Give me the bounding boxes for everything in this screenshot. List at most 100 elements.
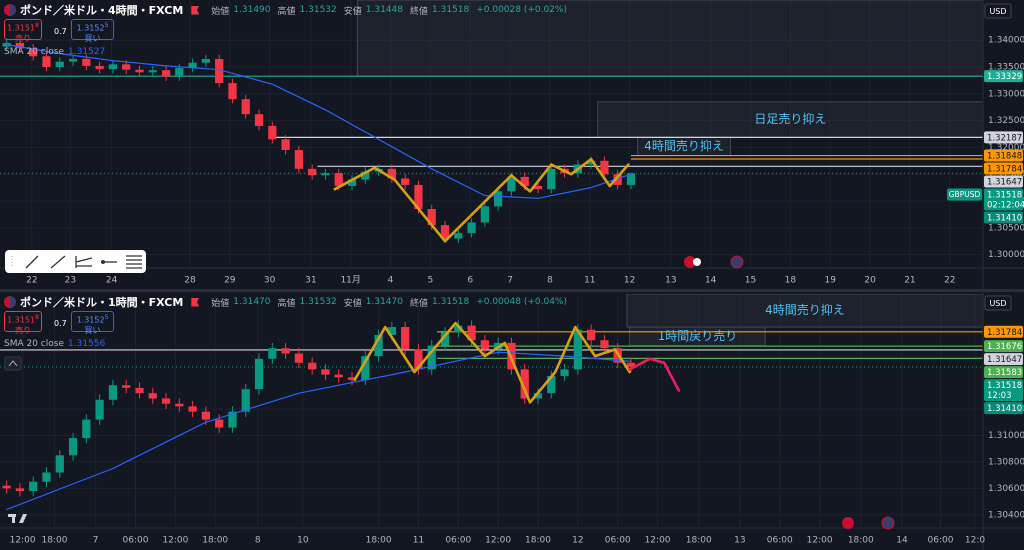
chart-header: ポンド／米ドル・1時間・FXCM 始値 1.31470 高値 1.31532 安値 1.31… xyxy=(0,292,900,372)
event-icon[interactable] xyxy=(684,256,696,268)
tool-icon[interactable] xyxy=(50,255,66,269)
y-tick-label: 1.30400 xyxy=(988,510,1024,520)
price-tag xyxy=(984,162,1023,175)
drawing-toolbar[interactable] xyxy=(5,250,146,273)
x-tick-label: 18:00 xyxy=(41,536,67,546)
legend-row: ポンド／米ドル・4時間・FXCM 始値 1.31490 高値 1.31532 安値 1.31… xyxy=(4,2,570,18)
candle-body xyxy=(560,369,569,376)
candle-body xyxy=(600,340,609,349)
candle-body xyxy=(68,58,78,62)
price-tag-label: 1.31410 xyxy=(987,404,1022,414)
price-tag-label: 1.31647 xyxy=(987,355,1022,365)
x-tick-label: 13 xyxy=(665,276,676,286)
alert-flag[interactable] xyxy=(191,5,200,15)
price-tag-label: 1.31647 xyxy=(987,178,1022,188)
line-series xyxy=(6,351,632,511)
buy-price: 1.31525 xyxy=(72,313,113,326)
price-tag xyxy=(984,149,1023,162)
event-icons[interactable] xyxy=(684,255,895,530)
line-series xyxy=(333,157,630,243)
candle-body xyxy=(254,358,264,390)
buy-label: 買い xyxy=(84,33,101,43)
tool-icon[interactable] xyxy=(101,260,105,264)
price-tag-label: 1.31583 xyxy=(987,368,1022,378)
x-tick-label: 11 xyxy=(584,276,595,286)
x-tick-label: 29 xyxy=(224,276,236,286)
zone xyxy=(626,294,983,328)
price-tag-label: 1.31784 xyxy=(987,165,1022,175)
collapse-button[interactable] xyxy=(4,356,22,371)
price-tag xyxy=(984,70,1023,83)
event-icon[interactable] xyxy=(693,258,701,266)
chart-header: ポンド／米ドル・4時間・FXCM 始値 1.31490 高値 1.31532 安値 1.31… xyxy=(0,0,900,80)
candle-body xyxy=(600,160,609,175)
x-tick-label: 06:00 xyxy=(123,536,149,546)
alert-flag[interactable] xyxy=(191,297,200,307)
candle-body xyxy=(108,64,118,70)
sell-button[interactable]: 1.31518 売り xyxy=(4,19,42,43)
x-tick-label: 12:00 xyxy=(807,536,833,546)
candle-body xyxy=(414,349,423,370)
tool-icon[interactable] xyxy=(75,256,93,268)
candle-body xyxy=(587,329,596,341)
candle-body xyxy=(55,61,64,67)
candle-body xyxy=(480,340,489,350)
price-tag xyxy=(984,340,1023,353)
event-icon[interactable] xyxy=(842,517,854,529)
tool-icon[interactable] xyxy=(126,255,142,269)
event-icon[interactable] xyxy=(730,255,744,269)
candle-body xyxy=(507,176,516,192)
candle-body xyxy=(520,369,529,399)
sell-label: 売り xyxy=(15,325,31,335)
y-tick-label: 1.34000 xyxy=(988,36,1024,46)
candle-body xyxy=(427,209,436,226)
x-tick-label: 11 xyxy=(413,536,424,546)
zone xyxy=(597,101,983,138)
candle-body xyxy=(520,176,529,186)
ohlc-label: 高値 xyxy=(277,298,296,309)
symbol-flag xyxy=(4,4,16,16)
candle-body xyxy=(241,99,250,115)
currency-box[interactable] xyxy=(984,3,1012,19)
candle-body xyxy=(281,139,290,151)
candle-body xyxy=(387,168,396,179)
buy-label: 買い xyxy=(84,325,101,335)
x-tick-label: 12:00 xyxy=(485,536,511,546)
tool-icon[interactable] xyxy=(25,255,39,269)
ohlc-value: 1.31518 xyxy=(432,297,470,307)
buy-price-main: 1.3152 xyxy=(76,315,105,325)
candle-body xyxy=(361,171,370,180)
currency-label: USD xyxy=(989,7,1006,16)
currency-box[interactable] xyxy=(984,295,1012,311)
x-tick-label: 23 xyxy=(65,276,76,286)
indicator-label: SMA 20 close xyxy=(4,47,64,57)
candle-body xyxy=(626,362,636,367)
candle-body xyxy=(215,419,224,428)
candle-body xyxy=(626,173,636,185)
countdown: 12:03 xyxy=(987,391,1012,401)
buy-button[interactable]: 1.31525 買い xyxy=(71,19,114,43)
x-tick-label: 7 xyxy=(93,536,99,546)
price-tag xyxy=(984,131,1023,144)
candle-body xyxy=(175,68,184,77)
candle-body xyxy=(161,70,171,77)
buy-button[interactable]: 1.31525 買い xyxy=(71,311,114,335)
legend-row: ポンド／米ドル・1時間・FXCM 始値 1.31470 高値 1.31532 安値 1.31… xyxy=(4,294,570,310)
y-tick-label: 1.30600 xyxy=(988,484,1024,494)
logo xyxy=(8,514,27,523)
price-tag xyxy=(984,211,1023,224)
candle-body xyxy=(440,332,450,346)
ohlc-value: 1.31470 xyxy=(365,297,403,307)
candle-body xyxy=(2,485,11,489)
candle-body xyxy=(401,178,410,185)
event-icon[interactable] xyxy=(881,516,895,530)
x-tick-label: 18:00 xyxy=(686,536,712,546)
candle-body xyxy=(294,150,304,169)
x-tick-label: 30 xyxy=(264,276,276,286)
x-tick-label: 19 xyxy=(825,276,837,286)
x-tick-label: 12:00 xyxy=(10,536,36,546)
sell-price: 1.31518 xyxy=(5,21,41,34)
sell-button[interactable]: 1.31518 売り xyxy=(4,311,42,335)
ohlc-value: 1.31532 xyxy=(299,5,337,15)
x-tick-label: 21 xyxy=(904,276,915,286)
